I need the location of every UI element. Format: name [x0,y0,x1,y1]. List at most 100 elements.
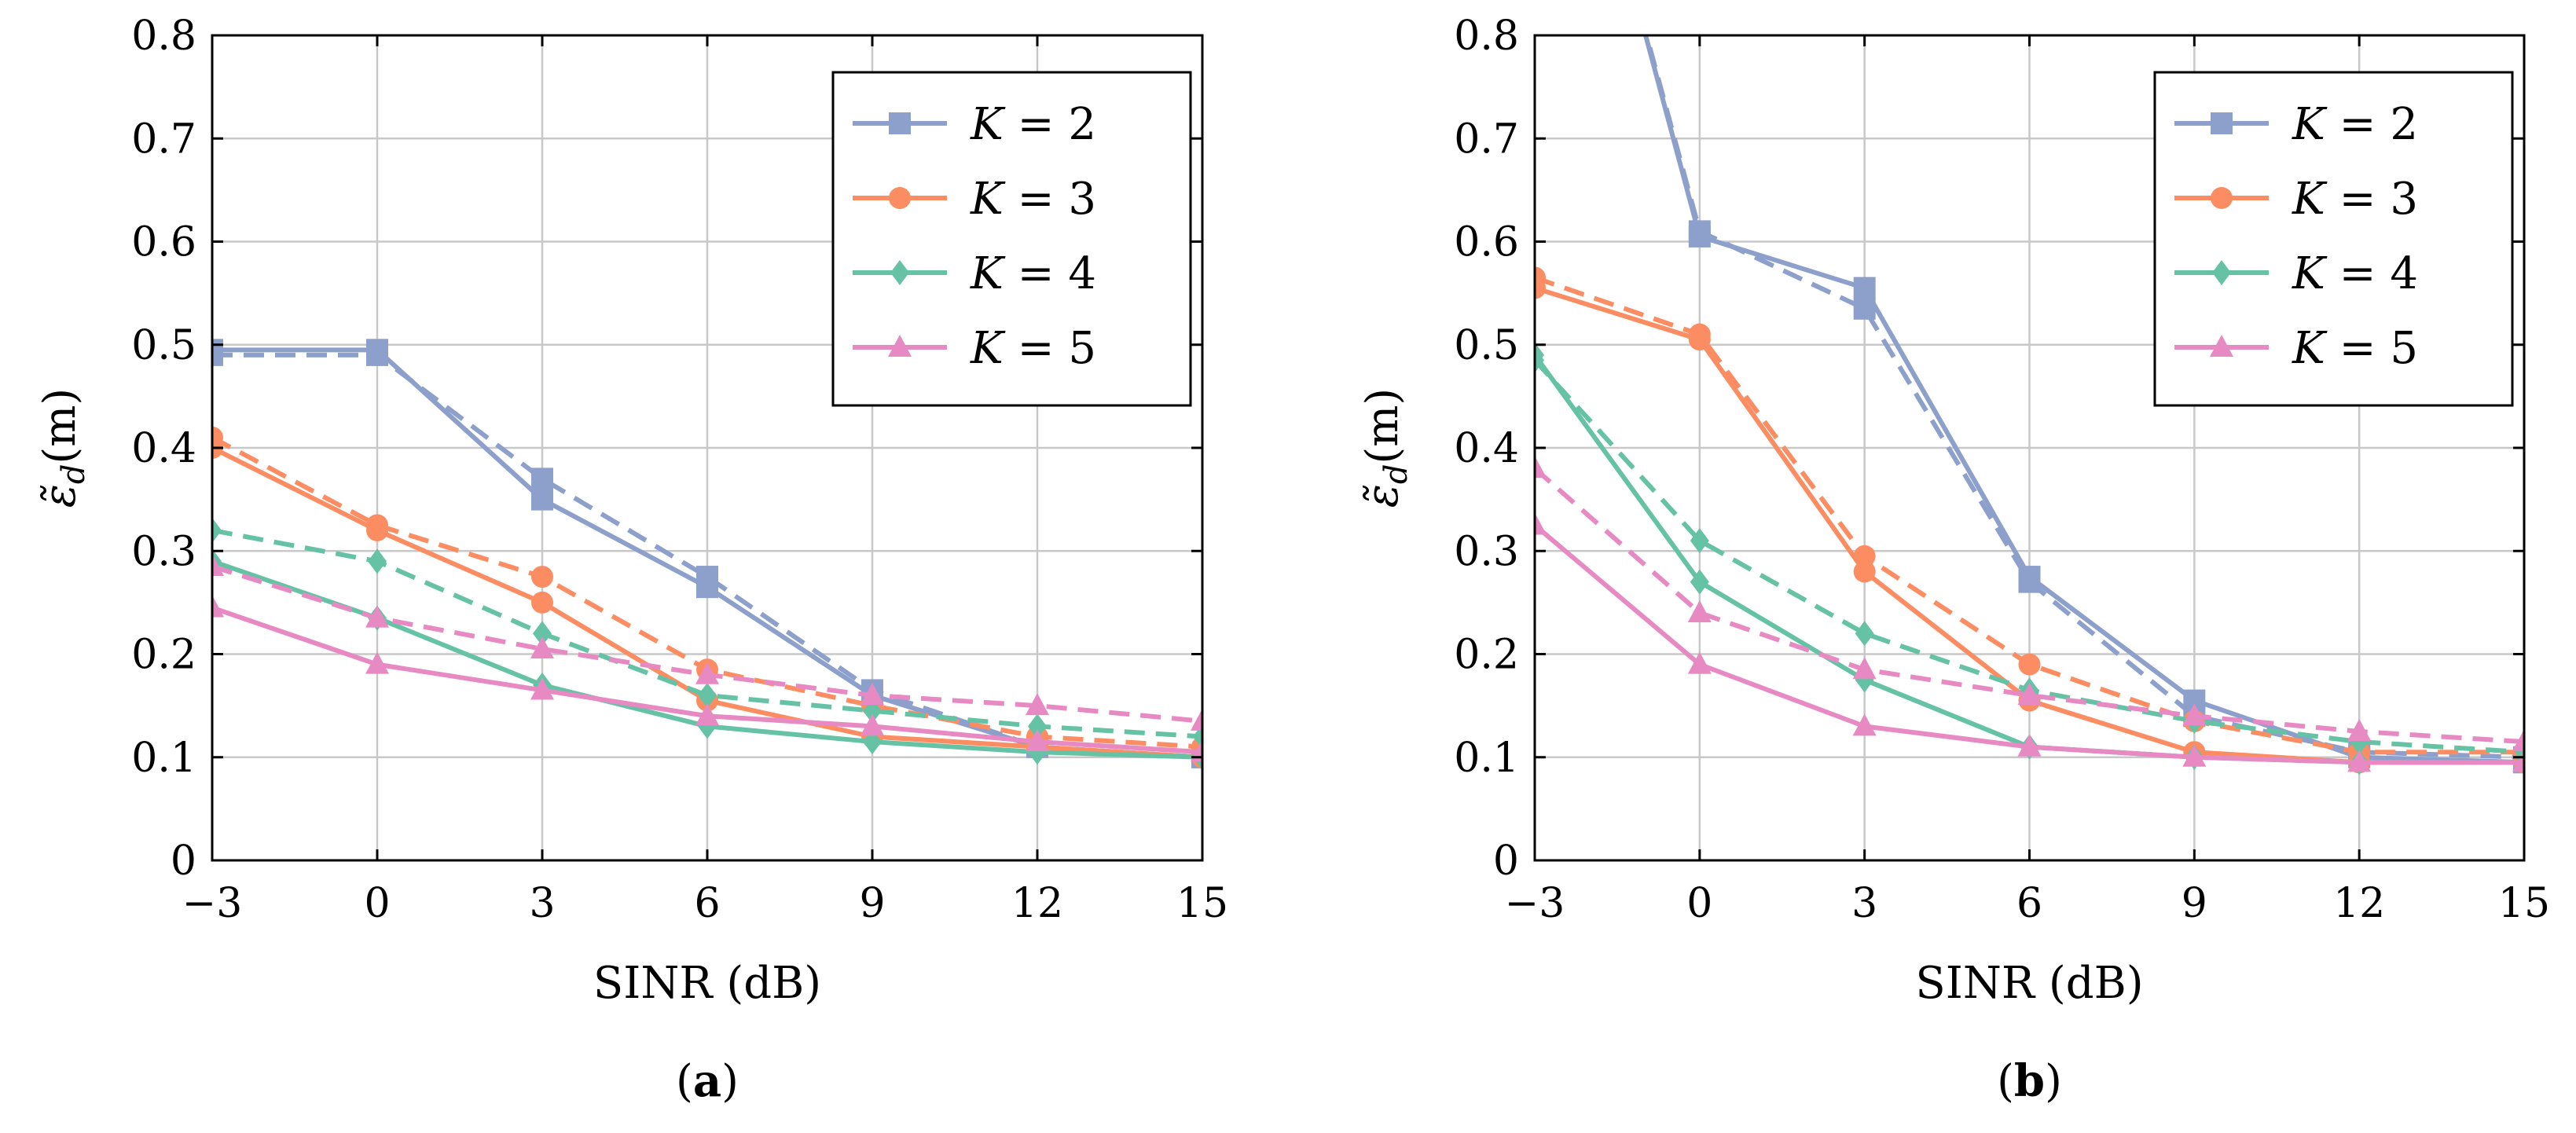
legend-item-k5: K = 5 [853,323,1096,374]
y-tick-label: 0.6 [1454,219,1519,266]
legend-k-value: = 4 [2325,248,2418,299]
legend-marker [2211,112,2233,134]
x-tick-label: 9 [2182,880,2207,927]
x-tick-label: 3 [529,880,555,927]
data-point [2512,729,2524,752]
data-point [1687,600,1712,622]
data-point [695,703,719,726]
y-axis-unit: (m) [35,388,86,464]
legend-label: K = 3 [2292,174,2418,225]
y-axis-subscript: d [56,464,92,485]
series-k5-dashed [212,553,1202,731]
y-tick-label: 0.7 [131,116,196,163]
legend-k-symbol: K [970,323,1006,374]
legend-item-k3: K = 3 [853,174,1096,225]
x-tick-label: 9 [859,880,885,927]
legend-marker [889,187,911,209]
data-point [530,677,554,700]
series-k4-dashed [212,518,1202,750]
legend-marker [2212,260,2231,285]
data-point [212,518,222,543]
data-point [212,343,223,366]
y-tick-label: 0 [1493,838,1519,885]
data-point [212,595,224,618]
x-tick-label: 6 [2016,880,2042,927]
legend-k-symbol: K [2292,174,2328,225]
x-tick-label: −3 [182,880,243,927]
legend-label: K = 5 [970,323,1096,374]
y-tick-label: 0.8 [131,13,196,60]
legend-item-k5: K = 5 [2174,323,2418,374]
y-tick-label: 0.5 [1454,322,1519,369]
legend-k-value: = 2 [1004,99,1096,150]
data-point [695,662,719,684]
y-tick-label: 0.4 [131,425,196,472]
y-tick-label: 0.2 [1454,632,1519,679]
y-tick-label: 0.8 [1454,13,1519,60]
data-point [365,605,389,628]
data-point [1687,651,1712,674]
legend-marker [2210,335,2233,357]
legend-item-k4: K = 4 [853,248,1096,299]
x-tick-label: 12 [1011,880,1063,927]
y-tick-label: 0 [171,838,196,885]
legend-item-k2: K = 2 [2174,99,2418,150]
legend-label: K = 4 [2292,248,2418,299]
x-axis-title: SINR (dB) [1915,958,2143,1009]
y-axis-symbol: ε̃ [1357,484,1408,508]
data-point [212,426,223,449]
data-point [1852,657,1877,680]
x-tick-label: 0 [1686,880,1712,927]
legend-k-value: = 3 [2325,174,2418,225]
data-point [2018,653,2041,676]
legend-marker [889,112,911,134]
legend-marker [890,260,909,285]
data-point [1028,713,1047,739]
series-group [1535,35,2524,776]
data-point [531,468,553,490]
panel-label: (a) [676,1055,739,1107]
y-tick-label: 0.6 [131,219,196,266]
data-point [1853,297,1876,320]
y-tick-label: 0.1 [1454,735,1519,782]
data-point [212,553,224,576]
chart-panel-b: −3 0 3 6 9 12 1500.10.20.30.40.50.60.70.8SINR … [1357,13,2550,1107]
data-point [1026,693,1049,716]
data-point [368,548,387,574]
data-point [1853,560,1876,583]
panel-letter: b [2014,1055,2045,1107]
legend-item-k2: K = 2 [853,99,1096,150]
legend-label: K = 3 [970,174,1096,225]
y-tick-label: 0.1 [131,735,196,782]
legend-item-k4: K = 4 [2174,248,2418,299]
data-point [861,683,884,705]
data-point [1191,708,1202,731]
x-tick-label: 3 [1851,880,1877,927]
legend-k-symbol: K [970,174,1006,225]
y-tick-label: 0.3 [1454,528,1519,575]
legend: K = 2K = 3K = 4K = 5 [2153,71,2514,407]
data-point [1191,739,1202,762]
panel-letter: a [693,1055,721,1107]
data-point [1853,277,1876,299]
legend-k-value: = 4 [1004,248,1096,299]
x-tick-label: 0 [364,880,390,927]
legend-label: K = 4 [970,248,1096,299]
y-tick-label: 0.3 [131,528,196,575]
legend-k-symbol: K [2292,248,2328,299]
y-tick-label: 0.4 [1454,425,1519,472]
data-point [2182,744,2207,767]
legend-k-value: = 5 [2325,323,2418,374]
panel-label: (b) [1997,1055,2062,1107]
legend-k-value: = 2 [2325,99,2418,150]
data-point [365,651,389,674]
legend: K = 2K = 3K = 4K = 5 [831,71,1192,407]
legend-k-symbol: K [2292,99,2328,150]
data-point [533,621,552,647]
legend-marker [888,335,912,357]
data-point [1690,569,1709,595]
legend-k-value: = 3 [1004,174,1096,225]
